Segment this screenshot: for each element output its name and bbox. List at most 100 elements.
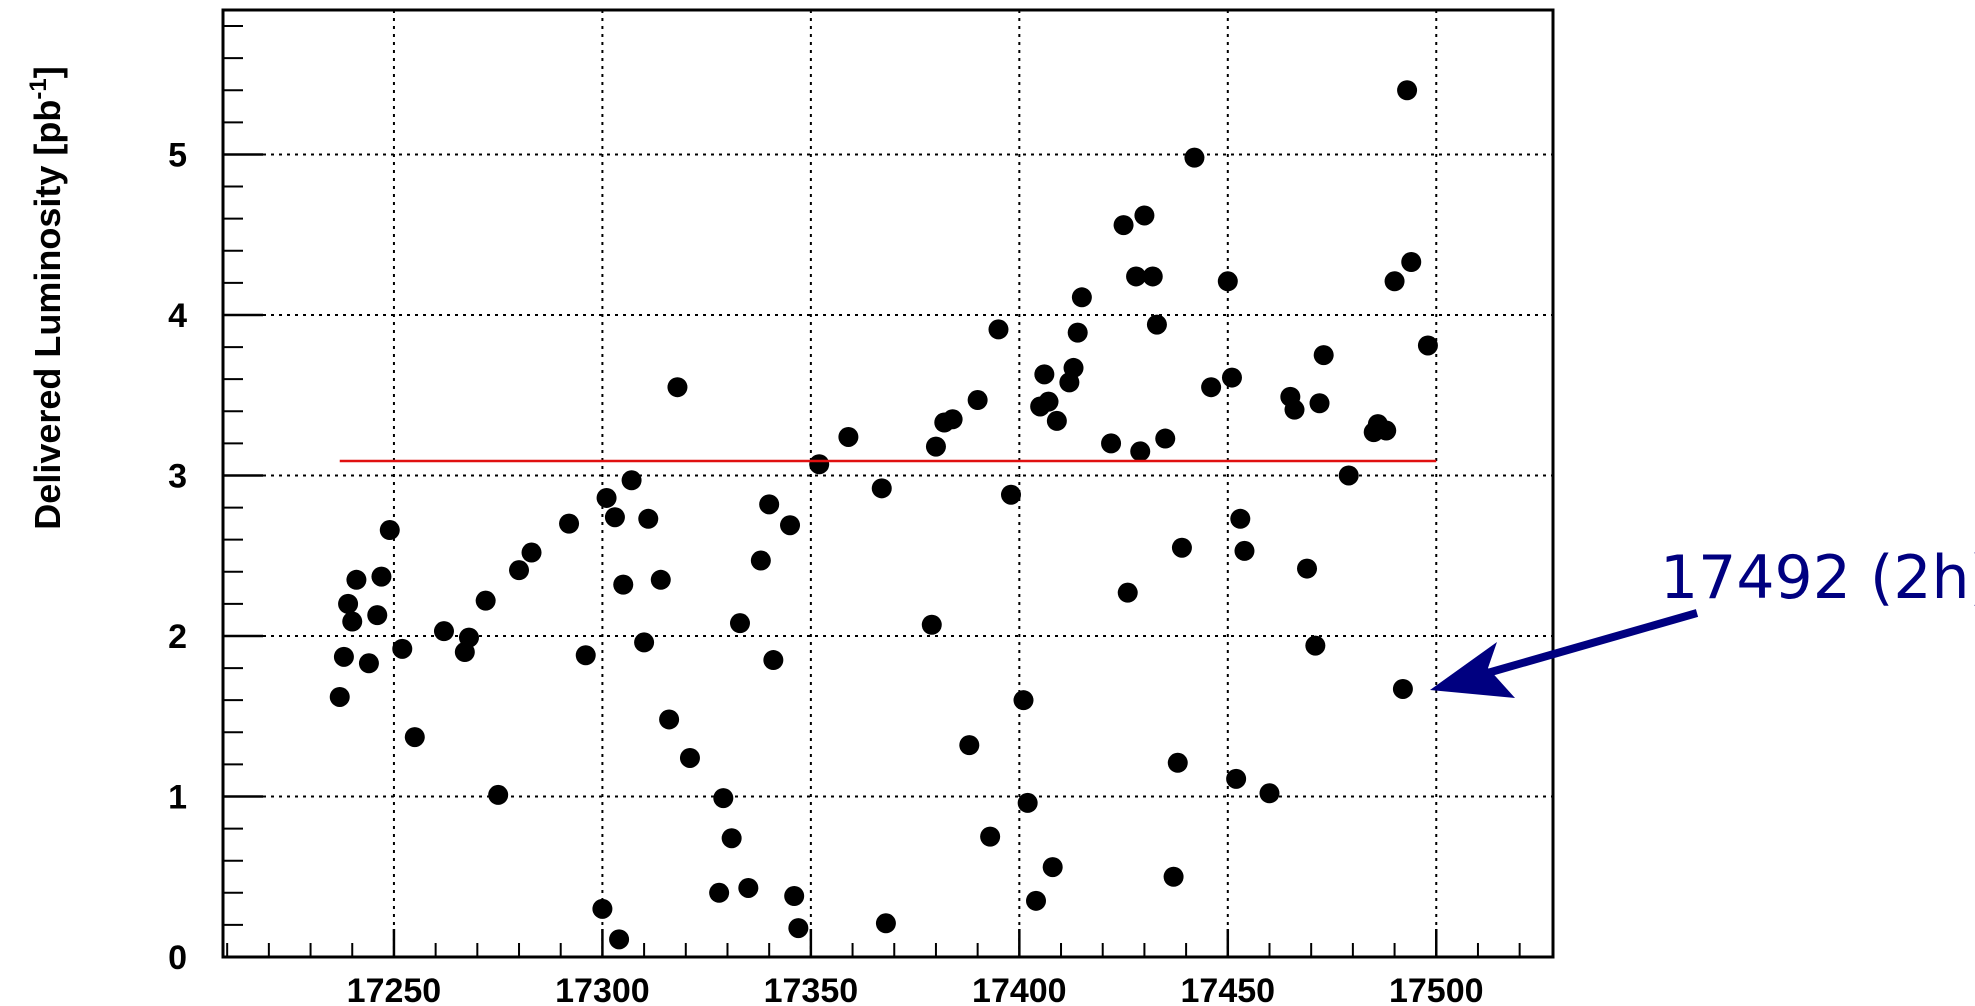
data-point (763, 650, 784, 671)
data-point (1221, 367, 1242, 388)
data-point (1013, 690, 1034, 711)
data-point (475, 590, 496, 611)
data-point (809, 454, 830, 475)
data-point (1155, 428, 1176, 449)
x-tick-label: 17350 (764, 972, 859, 1006)
data-point (638, 508, 659, 529)
data-point (925, 436, 946, 457)
data-point (559, 513, 580, 534)
annotation: 17492 (2h) (1430, 543, 1975, 698)
data-point (738, 877, 759, 898)
x-tick-label: 17450 (1181, 972, 1276, 1006)
data-point (1234, 540, 1255, 561)
data-point (1171, 537, 1192, 558)
data-point (750, 550, 771, 571)
data-point (1305, 635, 1326, 656)
data-point (659, 709, 680, 730)
data-point (780, 515, 801, 536)
data-point (1338, 465, 1359, 486)
data-point (679, 747, 700, 768)
data-point (1038, 391, 1059, 412)
data-point (1034, 364, 1055, 385)
data-point (1259, 783, 1280, 804)
data-point (650, 569, 671, 590)
data-point (1101, 433, 1122, 454)
data-point (871, 478, 892, 499)
data-point (1384, 271, 1405, 292)
data-point (613, 574, 634, 595)
data-point (1000, 484, 1021, 505)
data-point (1071, 287, 1092, 308)
x-axis: 17250 17300 17350 17400 17450 17500 (226, 929, 1521, 1006)
data-point (621, 470, 642, 491)
data-point (333, 646, 354, 667)
y-axis-label-main: Delivered Luminosity [pb (27, 100, 68, 530)
data-point (1313, 345, 1334, 366)
data-point (1063, 357, 1084, 378)
data-point (1130, 441, 1151, 462)
data-point (713, 788, 734, 809)
annotation-arrow-shaft (1468, 609, 1699, 682)
y-tick-label: 1 (168, 778, 187, 816)
svg-text:Delivered Luminosity [pb-1]: Delivered Luminosity [pb-1] (25, 66, 68, 529)
data-point (1134, 205, 1155, 226)
data-point (942, 409, 963, 430)
data-point (488, 784, 509, 805)
data-point (379, 520, 400, 541)
data-point (1392, 678, 1413, 699)
data-point (1046, 410, 1067, 431)
data-point (1401, 251, 1422, 272)
data-point (1117, 582, 1138, 603)
data-point (521, 542, 542, 563)
data-point (1167, 752, 1188, 773)
y-tick-label: 0 (168, 939, 187, 977)
data-point (367, 605, 388, 626)
data-point (967, 390, 988, 411)
data-point (458, 627, 479, 648)
data-point (1026, 890, 1047, 911)
y-axis-label-close: ] (27, 66, 68, 78)
data-point (1146, 314, 1167, 335)
data-point (1142, 266, 1163, 287)
data-point (1226, 768, 1247, 789)
data-point (1113, 215, 1134, 236)
data-point (921, 614, 942, 635)
data-point (392, 638, 413, 659)
data-point (1230, 508, 1251, 529)
data-point (596, 487, 617, 508)
data-point (346, 569, 367, 590)
data-point (358, 653, 379, 674)
x-tick-label: 17300 (555, 972, 650, 1006)
x-tick-label: 17400 (972, 972, 1067, 1006)
data-point (371, 566, 392, 587)
data-point (575, 645, 596, 666)
data-point (980, 826, 1001, 847)
data-point (609, 929, 630, 950)
data-point (1217, 271, 1238, 292)
y-tick-label: 3 (168, 457, 187, 495)
data-point (329, 686, 350, 707)
data-point (404, 727, 425, 748)
data-point (788, 918, 809, 939)
y-tick-label: 5 (168, 136, 187, 174)
data-point (1201, 377, 1222, 398)
data-points (329, 80, 1438, 950)
data-point (1417, 335, 1438, 356)
data-point (709, 882, 730, 903)
data-point (1126, 266, 1147, 287)
data-point (1297, 558, 1318, 579)
data-point (838, 426, 859, 447)
data-point (1376, 420, 1397, 441)
grid (223, 10, 1553, 957)
data-point (433, 621, 454, 642)
y-axis-label: Delivered Luminosity [pb-1] (25, 66, 68, 529)
data-point (875, 913, 896, 934)
data-point (1163, 866, 1184, 887)
plot-frame (221, 8, 1555, 959)
data-point (338, 593, 359, 614)
data-point (1397, 80, 1418, 101)
data-point (342, 611, 363, 632)
data-point (1067, 322, 1088, 343)
y-tick-label: 2 (168, 618, 187, 656)
